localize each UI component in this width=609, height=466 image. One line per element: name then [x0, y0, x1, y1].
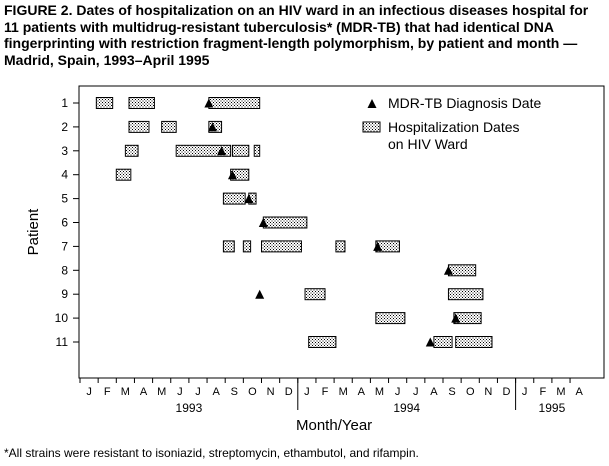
hospitalization-bar [242, 240, 252, 253]
x-tick-label: O [466, 386, 475, 398]
hospitalization-bar [95, 97, 114, 109]
x-tick-label: M [157, 386, 166, 398]
x-tick-label: M [375, 386, 384, 398]
y-tick-label: 7 [61, 239, 68, 253]
y-tick-label: 5 [61, 192, 68, 206]
diagnosis-marker [207, 122, 217, 132]
x-tick-label: A [575, 386, 583, 398]
x-tick-label: A [212, 386, 220, 398]
hospitalization-bar [222, 240, 235, 253]
diagnosis-marker [227, 170, 237, 180]
x-tick-label: M [339, 386, 348, 398]
hospitalization-bar [253, 144, 261, 157]
y-tick-label: 2 [61, 120, 68, 134]
x-tick-label: J [86, 386, 92, 398]
x-tick-label: N [267, 386, 275, 398]
hospitalization-bar [231, 144, 250, 157]
legend-hospitalization-swatch [362, 121, 381, 133]
figure-title: FIGURE 2. Dates of hospitalization on an… [4, 2, 589, 68]
hospitalization-bar [261, 240, 302, 253]
hospitalization-bar [222, 192, 246, 205]
x-tick-label: N [484, 386, 492, 398]
diagnosis-marker [443, 265, 453, 275]
diagnosis-marker [255, 289, 265, 299]
hospitalization-bar [455, 336, 493, 348]
x-tick-label: J [395, 386, 401, 398]
diagnosis-marker [217, 146, 227, 156]
y-axis-title: Patient [25, 208, 42, 256]
hospitalization-bar [308, 336, 337, 348]
x-tick-label: A [430, 386, 438, 398]
hospitalization-bar [335, 240, 346, 253]
y-tick-label: 10 [55, 311, 69, 325]
hospitalization-bar [208, 120, 223, 133]
footnote: *All strains were resistant to isoniazid… [4, 446, 419, 460]
year-label: 1994 [393, 401, 420, 415]
x-tick-label: J [195, 386, 201, 398]
x-tick-label: O [248, 386, 257, 398]
x-tick-label: F [539, 386, 546, 398]
y-tick-label: 11 [56, 335, 69, 349]
x-tick-label: S [231, 386, 238, 398]
hospitalization-bar [447, 288, 484, 301]
year-label: 1993 [176, 401, 203, 415]
diagnosis-marker [451, 313, 461, 323]
x-tick-label: F [322, 386, 329, 398]
hospitalization-bar [375, 312, 406, 325]
y-tick-label: 1 [61, 96, 68, 110]
x-tick-label: F [104, 386, 111, 398]
x-tick-label: J [522, 386, 528, 398]
hospitalization-bar [208, 97, 261, 109]
diagnosis-marker [425, 337, 435, 347]
y-tick-label: 3 [61, 144, 68, 158]
x-tick-label: D [285, 386, 293, 398]
hospitalization-bar [128, 97, 155, 109]
hospitalization-bar [262, 216, 308, 229]
y-tick-label: 9 [61, 287, 68, 301]
hospitalization-bar [161, 120, 177, 133]
y-tick-label: 4 [61, 168, 68, 182]
x-tick-label: A [140, 386, 148, 398]
x-tick-label: M [556, 386, 565, 398]
hospitalization-bar [175, 144, 232, 157]
diagnosis-marker [373, 241, 383, 251]
plot-area-border [78, 85, 605, 379]
x-tick-label: M [121, 386, 130, 398]
x-tick-label: D [503, 386, 511, 398]
diagnosis-marker [244, 194, 254, 204]
y-tick-label: 8 [61, 263, 68, 277]
hospitalization-bar [124, 144, 139, 157]
x-axis-title: Month/Year [296, 417, 372, 434]
x-tick-label: S [448, 386, 455, 398]
x-tick-label: A [358, 386, 366, 398]
y-tick-label: 6 [61, 216, 68, 230]
hospitalization-bar [115, 168, 132, 181]
hospitalization-bar [128, 120, 150, 133]
x-tick-label: J [304, 386, 310, 398]
legend-hospitalization-label: on HIV Ward [388, 136, 468, 152]
year-label: 1995 [539, 401, 566, 415]
legend-diagnosis-marker [367, 99, 377, 108]
legend-hospitalization-label: Hospitalization Dates [388, 119, 520, 135]
diagnosis-marker [204, 98, 214, 108]
x-tick-label: J [177, 386, 183, 398]
hospitalization-bar [304, 288, 326, 301]
diagnosis-marker [258, 218, 268, 227]
legend-diagnosis-label: MDR-TB Diagnosis Date [388, 95, 541, 111]
x-tick-label: J [413, 386, 419, 398]
hospitalization-bar [433, 336, 453, 348]
